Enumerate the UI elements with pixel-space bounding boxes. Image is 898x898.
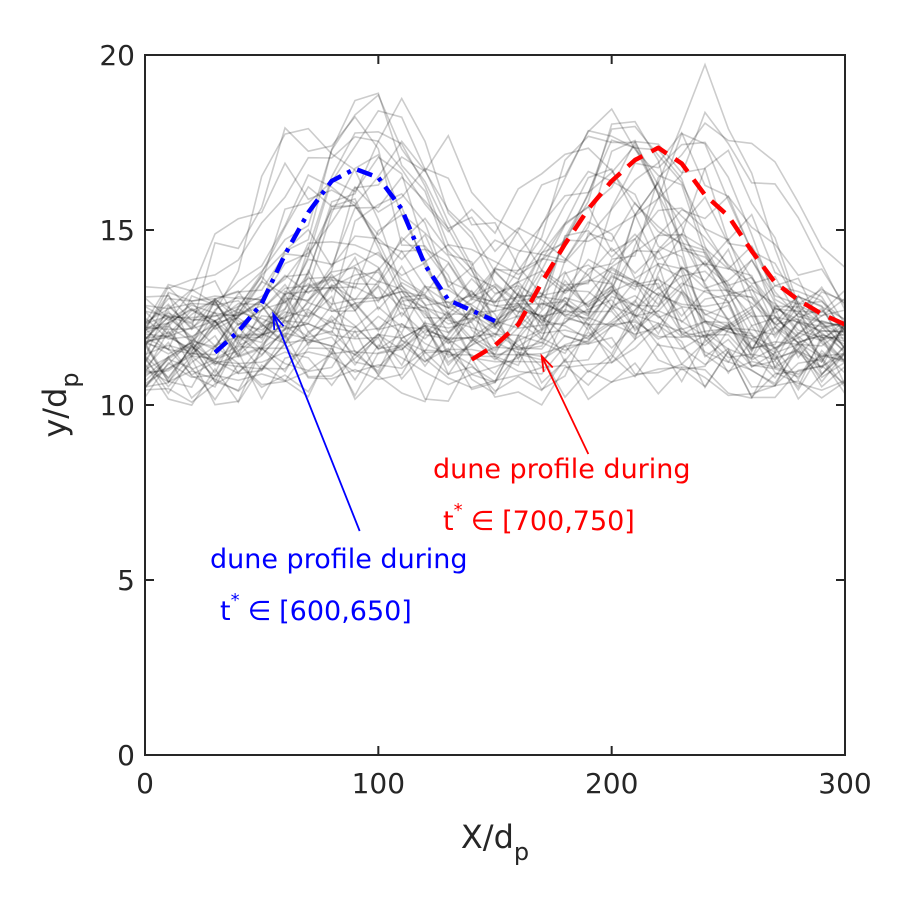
background-profile-line xyxy=(145,258,845,379)
background-profile-line xyxy=(145,258,845,352)
background-profile-line xyxy=(145,129,845,387)
blue-arrow-line xyxy=(272,313,361,532)
background-profile-line xyxy=(145,135,845,325)
background-profile-line xyxy=(145,92,845,338)
background-profile-line xyxy=(145,294,845,386)
background-profile-line xyxy=(145,168,845,389)
background-profile-line xyxy=(145,120,845,371)
background-profile-line xyxy=(145,217,845,392)
background-profile-line xyxy=(145,286,845,385)
y-tick-label: 10 xyxy=(99,389,135,422)
annotation-arrows xyxy=(272,311,590,532)
background-profile-line xyxy=(145,260,845,348)
red-annotation: dune profile during t* ∈ [700,750] xyxy=(433,454,691,537)
background-profile-line xyxy=(145,229,845,364)
background-profile-line xyxy=(145,127,845,360)
background-profile-line xyxy=(145,306,845,384)
background-profile-line xyxy=(145,173,845,332)
background-profile-line xyxy=(145,130,845,371)
axis-ticks: 0 100 200 300 0 5 10 15 20 xyxy=(99,39,871,800)
y-tick-label: 20 xyxy=(99,39,135,72)
background-profile-line xyxy=(145,109,845,349)
x-axis-label: X/dp xyxy=(461,818,529,866)
y-tick-label: 0 xyxy=(117,739,135,772)
x-tick-label: 100 xyxy=(352,767,405,800)
background-profile-line xyxy=(145,349,845,401)
background-profile-line xyxy=(145,149,845,406)
background-profile-line xyxy=(145,139,845,374)
background-profile-line xyxy=(145,93,845,364)
red-dune-profile-line xyxy=(470,145,846,362)
highlighted-profile-lines xyxy=(213,145,846,362)
blue-annotation-line1: dune profile during xyxy=(210,544,468,575)
y-tick-label: 15 xyxy=(99,214,135,247)
background-profile-line xyxy=(145,139,845,392)
red-annotation-line2: t* ∈ [700,750] xyxy=(443,500,635,537)
background-profile-line xyxy=(145,62,845,345)
background-profile-line xyxy=(145,317,845,399)
blue-arrow-head xyxy=(272,311,285,331)
background-profile-line xyxy=(145,131,845,322)
background-profile-line xyxy=(145,135,845,389)
background-profile-line xyxy=(145,140,845,351)
background-profile-line xyxy=(145,294,845,391)
background-profile-line xyxy=(145,180,845,375)
background-profile-line xyxy=(145,185,845,389)
background-profile-line xyxy=(145,192,845,406)
plot-frame xyxy=(144,54,846,756)
background-profile-line xyxy=(145,275,845,378)
background-profile-line xyxy=(145,267,845,341)
background-profile-line xyxy=(145,107,845,352)
background-profile-line xyxy=(145,143,845,346)
background-profile-line xyxy=(145,170,845,389)
background-profile-line xyxy=(145,258,845,356)
background-profile-line xyxy=(145,201,845,398)
red-annotation-line1: dune profile during xyxy=(433,454,691,485)
background-profile-line xyxy=(145,336,845,407)
background-profile-line xyxy=(145,110,845,326)
background-profile-line xyxy=(145,307,845,364)
background-profile-line xyxy=(145,132,845,388)
background-profile-line xyxy=(145,240,845,349)
x-tick-label: 300 xyxy=(818,767,871,800)
background-profile-line xyxy=(145,195,845,362)
background-profile-line xyxy=(145,115,845,381)
background-profile-line xyxy=(145,156,845,341)
background-profile-line xyxy=(145,247,845,352)
y-axis-label: y/dp xyxy=(36,372,84,437)
red-arrow-line xyxy=(540,355,590,455)
x-tick-label: 200 xyxy=(585,767,638,800)
red-arrow-head xyxy=(540,353,554,372)
x-tick-label: 0 xyxy=(136,767,154,800)
y-tick-label: 5 xyxy=(117,564,135,597)
background-profile-line xyxy=(145,141,845,378)
background-profile-line xyxy=(145,285,845,362)
blue-annotation: dune profile during t* ∈ [600,650] xyxy=(210,544,468,627)
blue-annotation-line2: t* ∈ [600,650] xyxy=(220,590,412,627)
background-profile-line xyxy=(145,264,845,404)
background-profile-line xyxy=(145,175,845,360)
